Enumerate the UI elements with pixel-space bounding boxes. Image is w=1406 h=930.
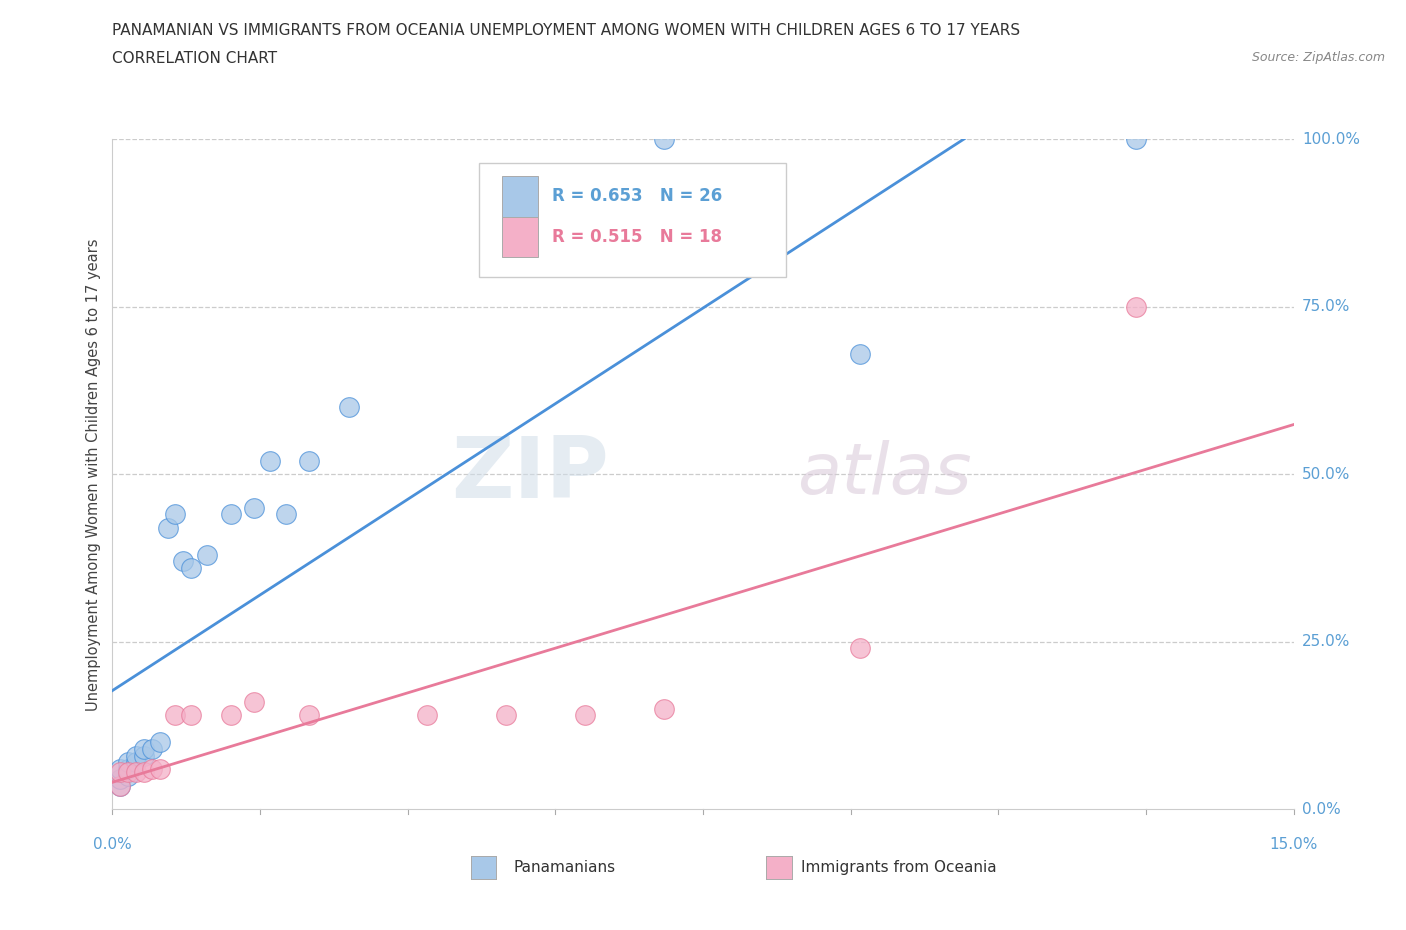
Point: [141, 762, 163, 777]
Text: R = 0.515   N = 18: R = 0.515 N = 18: [551, 228, 721, 246]
Text: 25.0%: 25.0%: [1302, 634, 1350, 649]
Point: [149, 735, 172, 750]
Point: [243, 500, 266, 515]
Point: [298, 708, 321, 723]
Point: [110, 762, 132, 777]
FancyBboxPatch shape: [502, 217, 537, 257]
Point: [117, 764, 139, 779]
Point: [165, 507, 187, 522]
Point: [219, 708, 242, 723]
Point: [849, 346, 872, 361]
Text: Immigrants from Oceania: Immigrants from Oceania: [801, 859, 997, 875]
Point: [495, 708, 517, 723]
Point: [243, 695, 266, 710]
Text: CORRELATION CHART: CORRELATION CHART: [112, 51, 277, 66]
Point: [117, 762, 139, 777]
Point: [416, 708, 439, 723]
Point: [110, 778, 132, 793]
Text: 0.0%: 0.0%: [1302, 802, 1340, 817]
Point: [180, 708, 202, 723]
Point: [132, 764, 155, 779]
FancyBboxPatch shape: [478, 163, 786, 277]
Text: atlas: atlas: [797, 440, 972, 509]
Point: [180, 561, 202, 576]
Point: [165, 708, 187, 723]
Point: [141, 741, 163, 756]
Point: [110, 764, 132, 779]
Point: [156, 521, 179, 536]
Point: [574, 708, 596, 723]
FancyBboxPatch shape: [502, 177, 537, 217]
Text: 50.0%: 50.0%: [1302, 467, 1350, 482]
Text: 15.0%: 15.0%: [1270, 837, 1317, 852]
Point: [132, 748, 155, 763]
Point: [110, 772, 132, 787]
Point: [1125, 132, 1147, 147]
Point: [172, 554, 194, 569]
Text: R = 0.653   N = 26: R = 0.653 N = 26: [551, 188, 723, 206]
Text: PANAMANIAN VS IMMIGRANTS FROM OCEANIA UNEMPLOYMENT AMONG WOMEN WITH CHILDREN AGE: PANAMANIAN VS IMMIGRANTS FROM OCEANIA UN…: [112, 23, 1021, 38]
Point: [337, 400, 360, 415]
Point: [132, 741, 155, 756]
Point: [298, 454, 321, 469]
Text: 100.0%: 100.0%: [1302, 132, 1360, 147]
Point: [259, 454, 281, 469]
Point: [117, 768, 139, 783]
Point: [652, 701, 675, 716]
Text: Panamanians: Panamanians: [513, 859, 616, 875]
Point: [125, 755, 148, 770]
Point: [149, 762, 172, 777]
Point: [125, 764, 148, 779]
Point: [219, 507, 242, 522]
Point: [125, 748, 148, 763]
Text: Source: ZipAtlas.com: Source: ZipAtlas.com: [1251, 51, 1385, 64]
Text: 0.0%: 0.0%: [93, 837, 132, 852]
Point: [110, 778, 132, 793]
Point: [1125, 299, 1147, 314]
Text: ZIP: ZIP: [451, 432, 609, 516]
Point: [117, 755, 139, 770]
Point: [274, 507, 297, 522]
Point: [195, 547, 218, 562]
Text: 75.0%: 75.0%: [1302, 299, 1350, 314]
Point: [849, 641, 872, 656]
Y-axis label: Unemployment Among Women with Children Ages 6 to 17 years: Unemployment Among Women with Children A…: [86, 238, 101, 711]
Point: [652, 132, 675, 147]
